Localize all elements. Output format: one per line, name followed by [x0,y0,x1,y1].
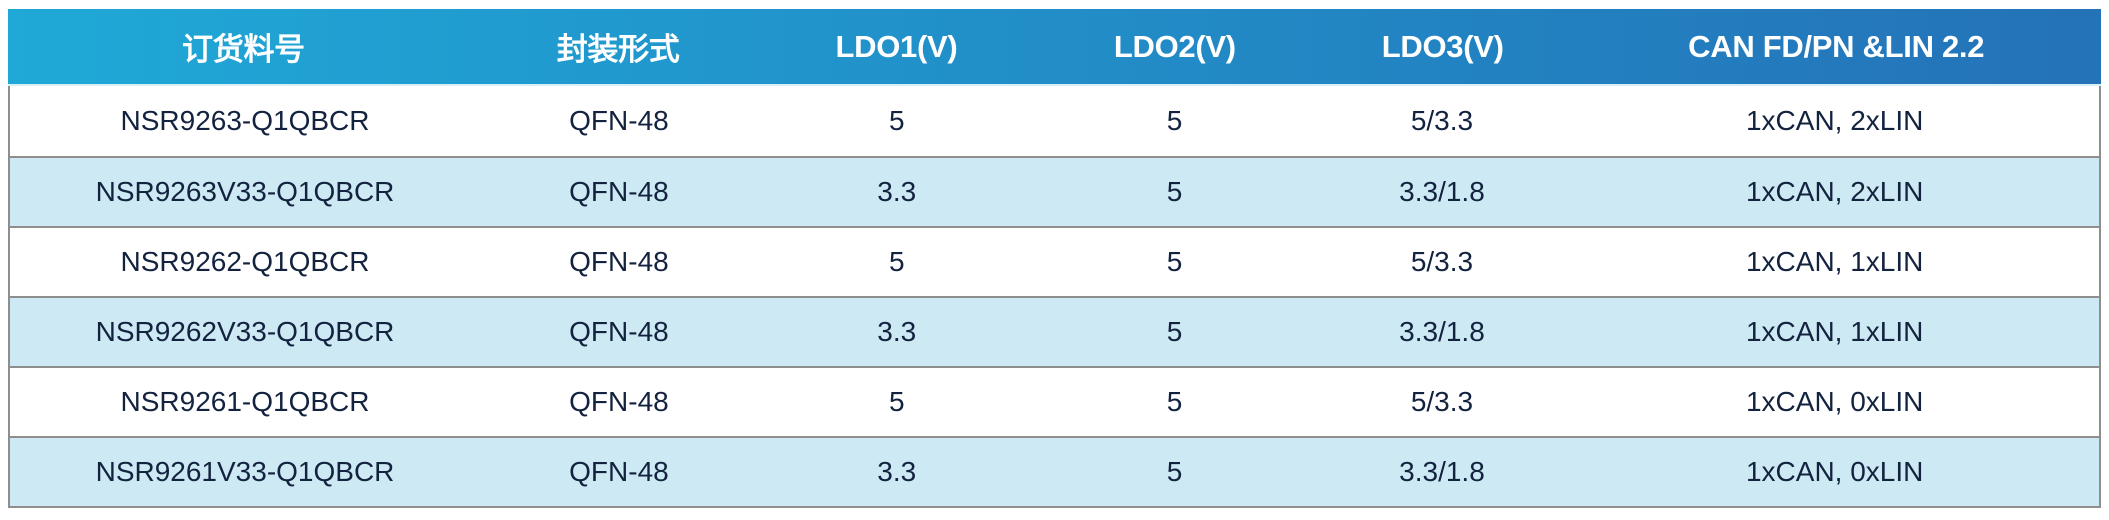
table-row: NSR9262V33-Q1QBCR QFN-48 3.3 5 3.3/1.8 1… [10,296,2099,366]
column-header-ldo1: LDO1(V) [835,28,958,64]
column-header-ldo3: LDO3(V) [1381,28,1504,64]
cell-part-number: NSR9261V33-Q1QBCR [95,456,395,487]
cell-ldo3: 5/3.3 [1410,246,1474,277]
cell-can-lin: 1xCAN, 0xLIN [1745,456,1924,487]
cell-package: QFN-48 [569,386,669,417]
table-row: NSR9263-Q1QBCR QFN-48 5 5 5/3.3 1xCAN, 2… [10,86,2099,156]
cell-part-number: NSR9261-Q1QBCR [120,386,370,417]
cell-ldo3: 5/3.3 [1410,386,1474,417]
cell-ldo1: 3.3 [877,176,917,207]
table-row: NSR9261-Q1QBCR QFN-48 5 5 5/3.3 1xCAN, 0… [10,366,2099,436]
cell-ldo1: 3.3 [877,456,917,487]
cell-can-lin: 1xCAN, 2xLIN [1745,105,1924,136]
cell-ldo2: 5 [1166,456,1183,487]
cell-ldo3: 3.3/1.8 [1399,316,1485,347]
cell-ldo3: 3.3/1.8 [1399,176,1485,207]
cell-ldo1: 5 [888,105,905,136]
column-header-ldo2: LDO2(V) [1113,28,1236,64]
cell-ldo3: 5/3.3 [1410,105,1474,136]
table-body: NSR9263-Q1QBCR QFN-48 5 5 5/3.3 1xCAN, 2… [8,86,2101,508]
table-header-row: 订货料号 封装形式 LDO1(V) LDO2(V) LDO3(V) CAN FD… [8,9,2101,86]
table-row: NSR9262-Q1QBCR QFN-48 5 5 5/3.3 1xCAN, 1… [10,226,2099,296]
cell-part-number: NSR9262-Q1QBCR [120,246,370,277]
cell-can-lin: 1xCAN, 1xLIN [1745,316,1924,347]
cell-ldo2: 5 [1166,316,1183,347]
cell-package: QFN-48 [569,105,669,136]
cell-can-lin: 1xCAN, 0xLIN [1745,386,1924,417]
ordering-table: 订货料号 封装形式 LDO1(V) LDO2(V) LDO3(V) CAN FD… [8,9,2101,508]
cell-package: QFN-48 [569,246,669,277]
cell-part-number: NSR9263-Q1QBCR [120,105,370,136]
table-row: NSR9263V33-Q1QBCR QFN-48 3.3 5 3.3/1.8 1… [10,156,2099,226]
cell-package: QFN-48 [569,316,669,347]
column-header-part-number: 订货料号 [182,32,305,67]
cell-ldo1: 5 [888,386,905,417]
cell-ldo2: 5 [1166,386,1183,417]
cell-package: QFN-48 [569,176,669,207]
cell-can-lin: 1xCAN, 1xLIN [1745,246,1924,277]
cell-part-number: NSR9263V33-Q1QBCR [95,176,395,207]
cell-part-number: NSR9262V33-Q1QBCR [95,316,395,347]
cell-ldo2: 5 [1166,176,1183,207]
cell-can-lin: 1xCAN, 2xLIN [1745,176,1924,207]
cell-ldo1: 5 [888,246,905,277]
column-header-package: 封装形式 [556,32,680,67]
cell-ldo3: 3.3/1.8 [1399,456,1485,487]
cell-ldo1: 3.3 [877,316,917,347]
table-row: NSR9261V33-Q1QBCR QFN-48 3.3 5 3.3/1.8 1… [10,436,2099,506]
column-header-can-lin: CAN FD/PN &LIN 2.2 [1688,28,1985,64]
cell-package: QFN-48 [569,456,669,487]
cell-ldo2: 5 [1166,105,1183,136]
cell-ldo2: 5 [1166,246,1183,277]
